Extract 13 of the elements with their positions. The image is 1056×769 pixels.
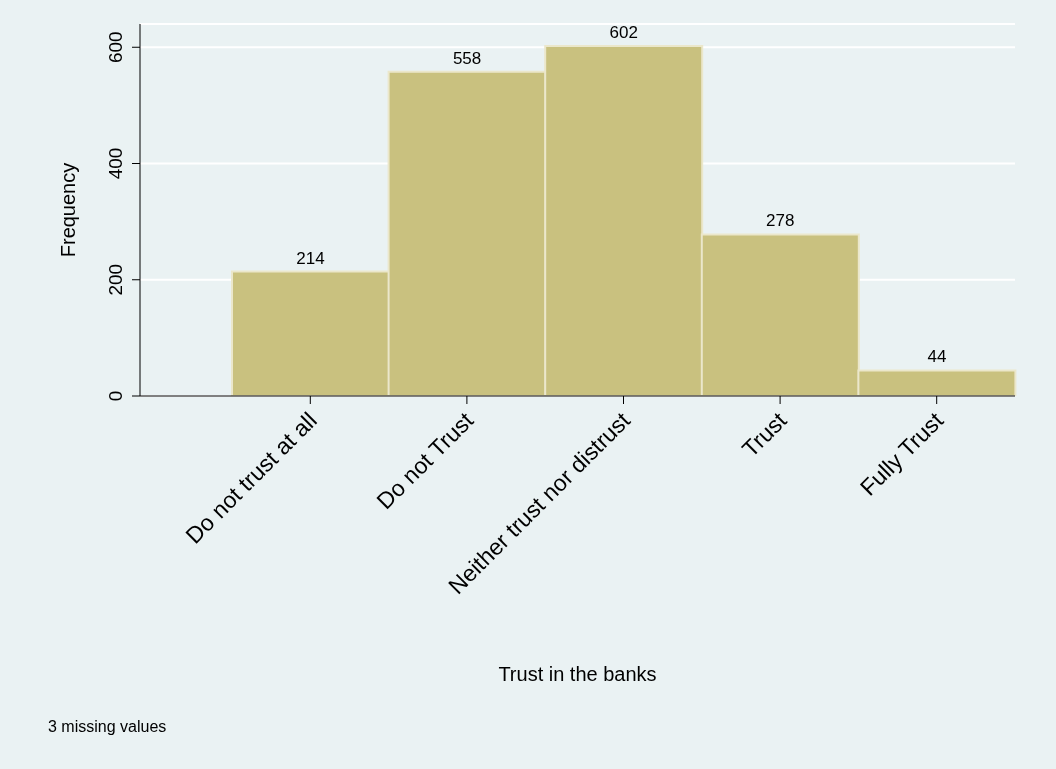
data-label: 558 [452, 48, 482, 68]
x-tick-label: Do not trust at all [180, 407, 322, 549]
y-tick-label: 0 [105, 390, 126, 402]
data-label: 602 [609, 23, 638, 43]
data-label: 214 [296, 248, 325, 268]
y-tick-label: 400 [105, 147, 126, 180]
x-axis-title: Trust in the banks [498, 663, 657, 685]
y-tick-label: 600 [105, 31, 126, 64]
data-label: 278 [766, 211, 795, 231]
y-tick-label: 200 [105, 263, 126, 296]
text: 3 missing values [48, 718, 167, 736]
y-axis-title: Frequency [57, 162, 80, 258]
data-label: 44 [927, 347, 947, 367]
